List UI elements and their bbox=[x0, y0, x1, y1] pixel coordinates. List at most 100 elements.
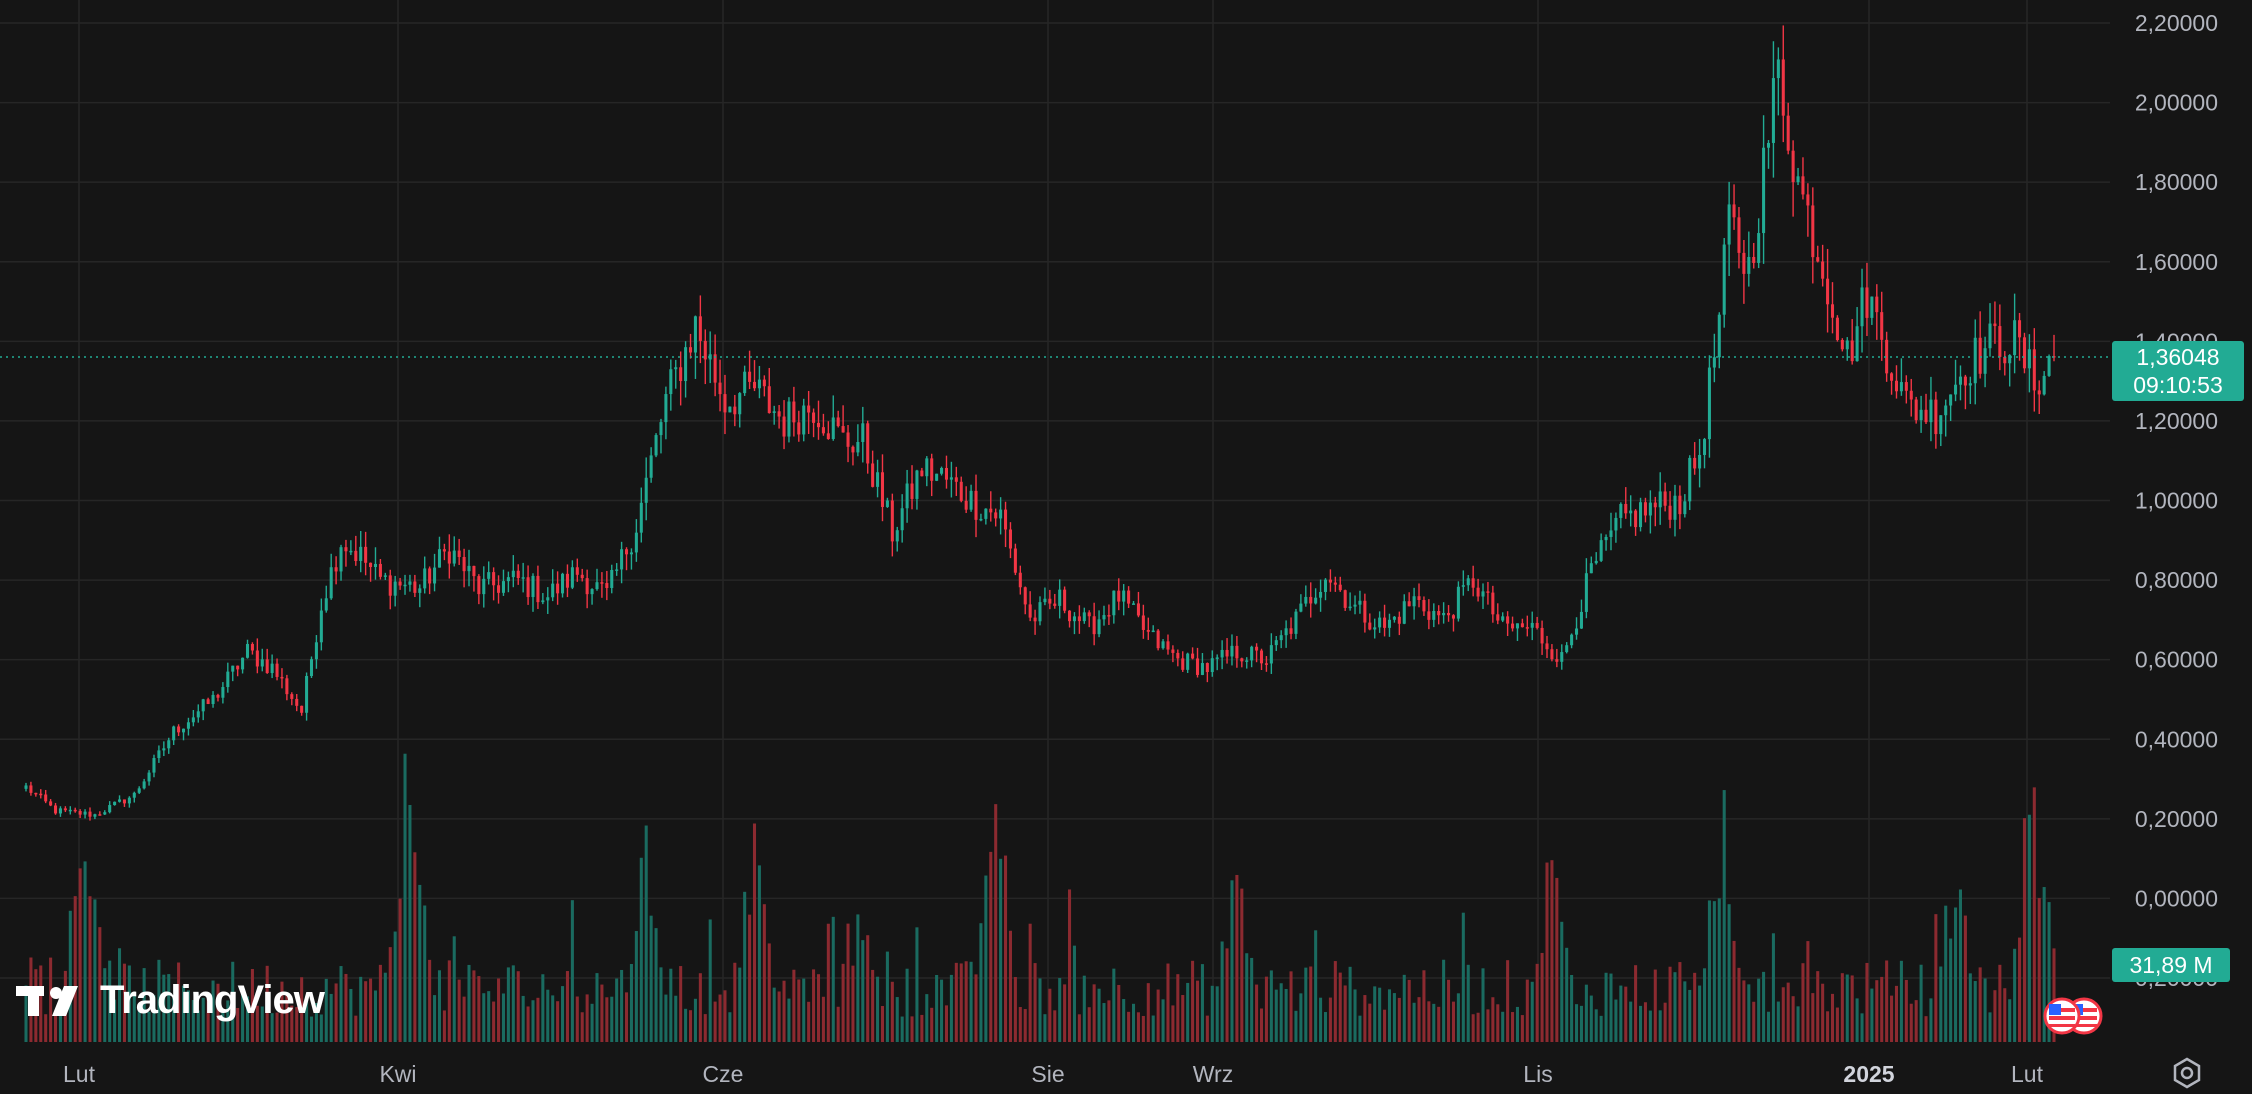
candle bbox=[1619, 502, 1623, 529]
candle bbox=[1447, 605, 1451, 622]
candle bbox=[1432, 603, 1436, 628]
candle bbox=[1865, 262, 1869, 337]
candle bbox=[900, 494, 904, 543]
candle bbox=[1840, 338, 1844, 352]
volume-bar bbox=[639, 857, 643, 1042]
candle bbox=[954, 466, 958, 496]
volume-bar bbox=[654, 928, 658, 1042]
candle bbox=[1112, 590, 1116, 624]
candle bbox=[1378, 611, 1382, 633]
candle bbox=[73, 807, 77, 813]
volume-bar bbox=[570, 900, 574, 1042]
candle bbox=[1929, 376, 1933, 442]
candle bbox=[1023, 586, 1027, 615]
candle bbox=[698, 295, 702, 364]
volume-bar bbox=[1899, 960, 1903, 1042]
volume-bar bbox=[669, 968, 673, 1042]
volume-bar bbox=[206, 992, 210, 1042]
volume-bar bbox=[472, 970, 476, 1042]
volume-bar bbox=[1762, 971, 1766, 1042]
volume-bar bbox=[1732, 940, 1736, 1042]
volume-bar bbox=[561, 986, 565, 1042]
candle bbox=[1151, 625, 1155, 633]
candle bbox=[1850, 319, 1854, 365]
volume-bar bbox=[1072, 945, 1076, 1042]
volume-bar bbox=[1353, 989, 1357, 1042]
candle bbox=[226, 662, 230, 693]
candle bbox=[1796, 167, 1800, 186]
candle bbox=[526, 565, 530, 605]
candle bbox=[1141, 604, 1145, 639]
gear-icon[interactable] bbox=[2170, 1056, 2204, 1090]
candle bbox=[1663, 482, 1667, 512]
candle bbox=[516, 564, 520, 585]
candle bbox=[802, 398, 806, 442]
current-price-value: 1,36048 bbox=[2136, 344, 2219, 370]
volume-bar bbox=[1082, 975, 1086, 1042]
volume-bar bbox=[437, 970, 442, 1042]
candle bbox=[531, 573, 535, 612]
candle bbox=[241, 657, 245, 674]
volume-bar bbox=[1402, 974, 1406, 1042]
candle bbox=[1515, 623, 1519, 641]
tradingview-logo[interactable]: TradingView bbox=[16, 978, 325, 1023]
candle bbox=[856, 424, 860, 457]
candle bbox=[497, 575, 501, 604]
volume-bar bbox=[275, 1012, 279, 1042]
candle bbox=[309, 656, 314, 679]
volume-bar bbox=[1998, 964, 2002, 1042]
volume-bar bbox=[999, 858, 1003, 1042]
candle bbox=[664, 386, 668, 440]
candle bbox=[408, 574, 412, 592]
volume-bar bbox=[122, 963, 126, 1042]
candle bbox=[812, 408, 816, 438]
candle bbox=[1894, 365, 1899, 399]
volume-bar bbox=[821, 996, 825, 1042]
candle bbox=[831, 395, 835, 441]
time-axis[interactable]: Lut Kwi Cze Sie Wrz Lis 2025 Lut bbox=[63, 1061, 2044, 1087]
volume-bar bbox=[428, 959, 432, 1042]
candle bbox=[167, 737, 171, 754]
candle bbox=[1496, 603, 1500, 625]
volume-bar bbox=[1722, 790, 1726, 1042]
volume-bar bbox=[1545, 862, 1549, 1042]
candle bbox=[2042, 371, 2046, 396]
volume-bar bbox=[629, 964, 633, 1042]
candle bbox=[280, 668, 284, 689]
volume-bar bbox=[1447, 979, 1451, 1042]
volume-bar bbox=[890, 981, 894, 1042]
candle bbox=[1195, 647, 1200, 678]
candle bbox=[319, 598, 323, 651]
candle bbox=[68, 806, 72, 815]
volume-bar bbox=[718, 994, 722, 1042]
volume-bar bbox=[1929, 998, 1933, 1042]
candle bbox=[2018, 312, 2022, 361]
candle bbox=[748, 350, 752, 390]
volume-bar bbox=[1816, 971, 1820, 1042]
candle bbox=[679, 351, 683, 406]
price-axis[interactable]: 2,200002,000001,800001,600001,400001,200… bbox=[2127, 10, 2218, 991]
candle bbox=[1688, 455, 1692, 511]
candle bbox=[1668, 491, 1672, 529]
candle bbox=[767, 367, 771, 414]
candle bbox=[1771, 41, 1775, 178]
candle bbox=[1018, 565, 1022, 595]
volume-bar bbox=[1412, 1002, 1416, 1042]
volume-bar bbox=[1191, 960, 1195, 1042]
volume-bar bbox=[1058, 978, 1062, 1042]
candle bbox=[162, 741, 166, 757]
us-flag-icon[interactable] bbox=[2038, 996, 2108, 1036]
volume-bar bbox=[300, 977, 304, 1042]
volume-bar bbox=[408, 804, 412, 1042]
volume-bar bbox=[1629, 1001, 1633, 1042]
candle bbox=[1058, 579, 1062, 619]
candle bbox=[1191, 647, 1195, 660]
candle bbox=[1102, 605, 1106, 626]
candle bbox=[624, 547, 629, 571]
candle bbox=[196, 704, 200, 723]
volume-bar bbox=[620, 969, 624, 1042]
volume-bar bbox=[915, 927, 919, 1042]
volume-bar bbox=[285, 995, 289, 1042]
